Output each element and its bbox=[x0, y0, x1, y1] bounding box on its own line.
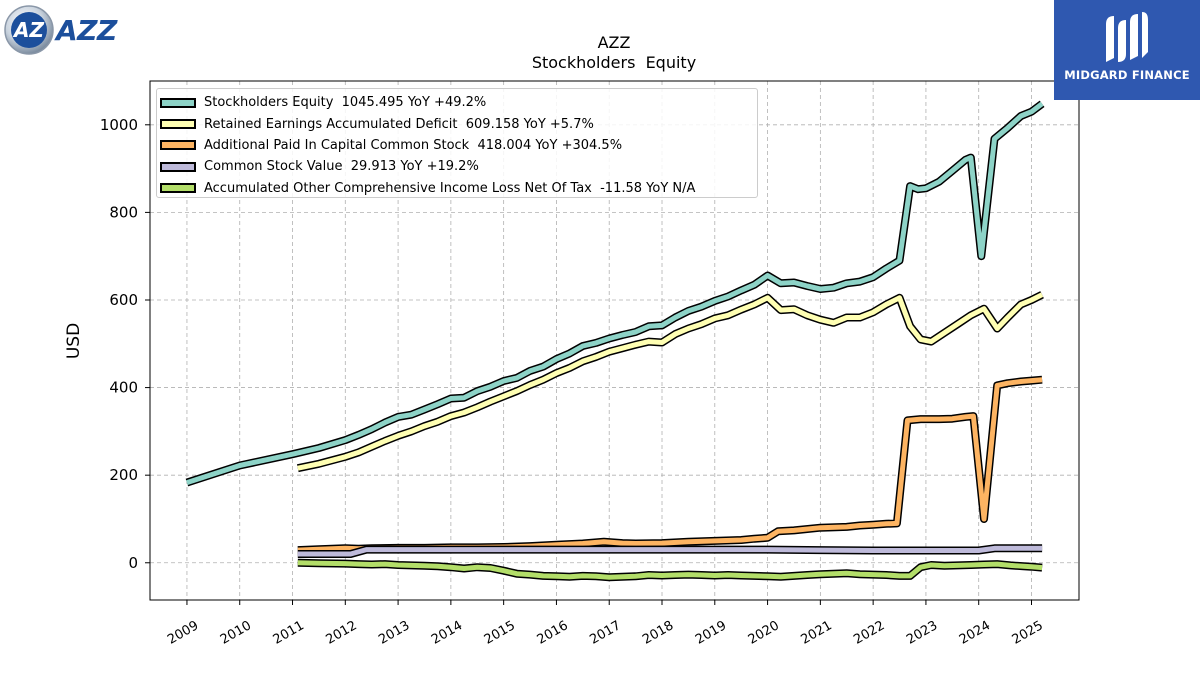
x-tick-label: 2025 bbox=[1010, 618, 1046, 648]
series-line-2 bbox=[297, 377, 1043, 553]
series-line-4 bbox=[297, 560, 1043, 580]
series-line-1 bbox=[297, 292, 1044, 471]
y-tick-label: 0 bbox=[128, 554, 138, 572]
legend-swatch bbox=[160, 161, 196, 172]
x-tick-label: 2020 bbox=[746, 618, 782, 648]
x-axis-ticks: 2009 2010 2011 2012 2013 2014 2015 2016 2017 2018… bbox=[165, 600, 1046, 648]
legend-item: Stockholders Equity 1045.495 YoY +49.2% bbox=[160, 92, 757, 113]
y-tick-label: 800 bbox=[109, 203, 138, 221]
x-tick-label: 2014 bbox=[429, 618, 465, 648]
legend-label: Retained Earnings Accumulated Deficit 60… bbox=[204, 116, 594, 132]
legend-label: Common Stock Value 29.913 YoY +19.2% bbox=[204, 159, 479, 175]
x-tick-label: 2011 bbox=[271, 618, 307, 648]
x-tick-label: 2021 bbox=[799, 618, 835, 648]
midgard-emblem-icon bbox=[1106, 12, 1148, 62]
legend-label: Stockholders Equity 1045.495 YoY +49.2% bbox=[204, 95, 487, 111]
legend-item: Common Stock Value 29.913 YoY +19.2% bbox=[160, 156, 757, 177]
midgard-finance-logo: MIDGARD FINANCE bbox=[1054, 0, 1200, 100]
legend-swatch bbox=[160, 183, 196, 194]
legend-swatch bbox=[160, 119, 196, 130]
series-line-3 bbox=[297, 545, 1043, 557]
chart-subtitle: Stockholders Equity bbox=[532, 53, 696, 72]
x-tick-label: 2012 bbox=[323, 618, 359, 648]
y-tick-label: 400 bbox=[109, 379, 138, 397]
x-tick-label: 2009 bbox=[165, 618, 201, 648]
legend-label: Additional Paid In Capital Common Stock … bbox=[204, 137, 623, 153]
series-lines bbox=[185, 100, 1045, 582]
legend-item: Additional Paid In Capital Common Stock … bbox=[160, 135, 757, 156]
x-tick-label: 2017 bbox=[587, 618, 623, 648]
azz-logo-emblem-icon: AZ bbox=[4, 5, 54, 55]
x-tick-label: 2024 bbox=[957, 618, 993, 648]
x-tick-label: 2023 bbox=[904, 618, 940, 648]
azz-logo-wordmark: AZZ bbox=[56, 14, 117, 47]
y-tick-label: 1000 bbox=[100, 116, 138, 134]
x-tick-label: 2018 bbox=[640, 618, 676, 648]
svg-text:AZ: AZ bbox=[12, 18, 44, 42]
x-tick-label: 2013 bbox=[376, 618, 412, 648]
y-tick-label: 600 bbox=[109, 291, 138, 309]
legend-swatch bbox=[160, 97, 196, 108]
series-line-0 bbox=[186, 101, 1044, 485]
chart-legend: Stockholders Equity 1045.495 YoY +49.2% R… bbox=[156, 88, 758, 198]
legend-label: Accumulated Other Comprehensive Income L… bbox=[204, 180, 696, 196]
x-tick-label: 2022 bbox=[851, 618, 887, 648]
plot-frame bbox=[149, 80, 1080, 601]
midgard-finance-wordmark: MIDGARD FINANCE bbox=[1064, 68, 1190, 82]
x-tick-label: 2016 bbox=[535, 618, 571, 648]
y-tick-label: 200 bbox=[109, 466, 138, 484]
y-axis-ticks: 0 200 400 600 800 1000 bbox=[100, 116, 150, 572]
azz-logo: AZ AZZ bbox=[4, 4, 136, 56]
x-tick-label: 2010 bbox=[218, 618, 254, 648]
x-tick-label: 2015 bbox=[482, 618, 518, 648]
y-axis-label: USD bbox=[64, 323, 84, 359]
legend-item: Retained Earnings Accumulated Deficit 60… bbox=[160, 113, 757, 134]
legend-swatch bbox=[160, 140, 196, 151]
chart-title: AZZ bbox=[598, 33, 631, 52]
series-line-outline-2 bbox=[297, 375, 1043, 555]
x-tick-label: 2019 bbox=[693, 618, 729, 648]
legend-item: Accumulated Other Comprehensive Income L… bbox=[160, 178, 757, 199]
